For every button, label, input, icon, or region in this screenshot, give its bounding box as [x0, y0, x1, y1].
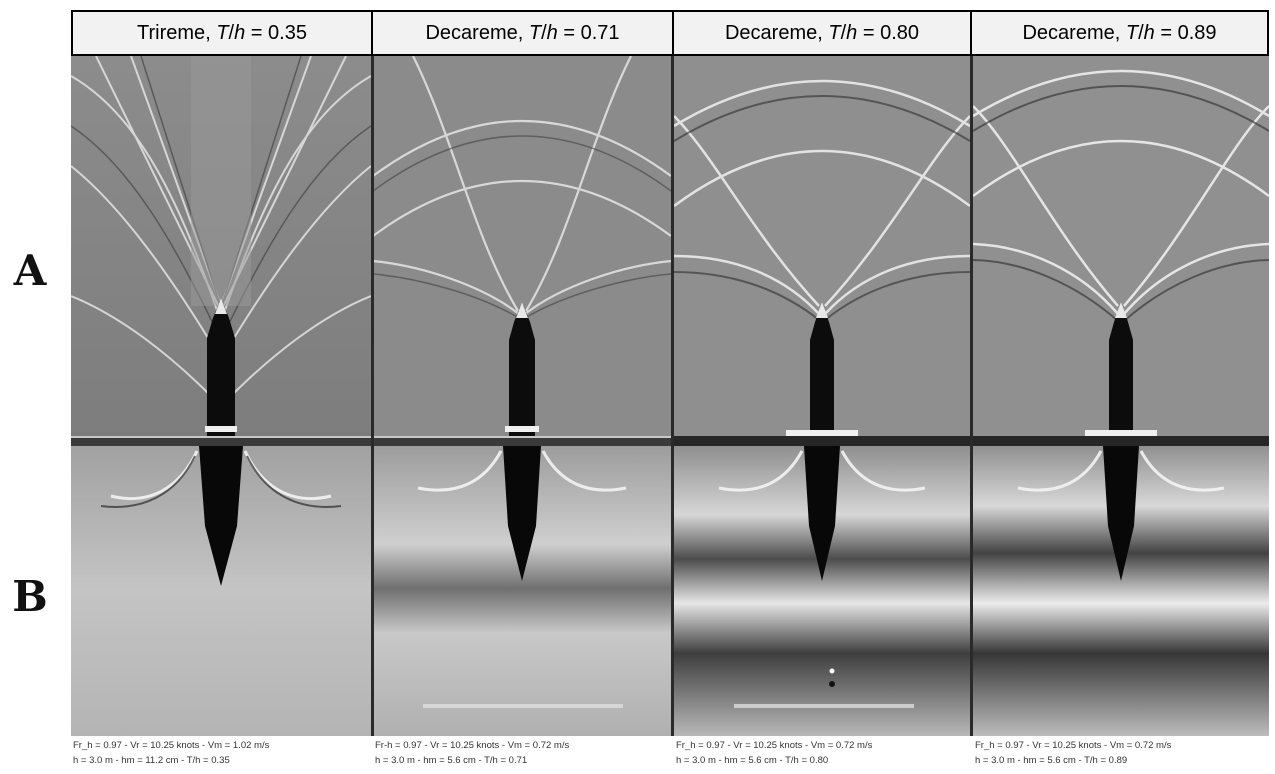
caption-line-1: Fr_h = 0.97 - Vr = 10.25 knots - Vm = 0.…	[975, 740, 1172, 751]
vessel-name: Trireme	[137, 21, 206, 44]
panel-header-2: Decareme, T / h = 0.71	[371, 10, 674, 56]
wake-panel-3	[674, 56, 970, 736]
ratio-value: = 0.89	[1160, 21, 1217, 44]
ratio-value: = 0.35	[250, 21, 307, 44]
wake-panel-2	[373, 56, 671, 736]
ratio-value: = 0.80	[862, 21, 920, 44]
ratio-t: T	[828, 21, 841, 44]
ratio-t: T	[1125, 21, 1139, 44]
panel-caption-4: Fr_h = 0.97 - Vr = 10.25 knots - Vm = 0.…	[973, 738, 1171, 768]
wake-image-2	[373, 56, 671, 736]
vessel-name: Decareme	[1022, 21, 1115, 44]
wake-figure: Trireme, T / h = 0.35 Decareme, T / h = 0.71…	[71, 10, 1269, 772]
row-label-b: B	[12, 572, 48, 621]
caption-line-1: Fr_h = 0.97 - Vr = 10.25 knots - Vm = 0.…	[676, 740, 873, 751]
panel-caption-3: Fr_h = 0.97 - Vr = 10.25 knots - Vm = 0.…	[674, 738, 872, 768]
vessel-name: Decareme	[425, 21, 518, 44]
wake-image-4	[973, 56, 1269, 736]
panel-caption-2: Fr-h = 0.97 - Vr = 10.25 knots - Vm = 0.…	[373, 738, 569, 768]
ratio-t: T	[528, 21, 542, 44]
wake-panel-4	[973, 56, 1269, 736]
caption-line-2: h = 3.0 m - hm = 5.6 cm - T/h = 0.80	[676, 755, 829, 766]
wake-image-1	[71, 56, 371, 736]
panel-header-3: Decareme, T / h = 0.80	[672, 10, 972, 56]
wake-image-3	[674, 56, 970, 736]
ratio-h: h	[1143, 21, 1155, 44]
caption-line-2: h = 3.0 m - hm = 5.6 cm - T/h = 0.89	[975, 755, 1128, 766]
panel-caption-1: Fr_h = 0.97 - Vr = 10.25 knots - Vm = 1.…	[71, 738, 269, 768]
panel-divider	[970, 56, 973, 736]
ratio-t: T	[216, 21, 229, 44]
panel-divider	[671, 56, 674, 736]
ratio-value: = 0.71	[563, 21, 620, 44]
panel-header-1: Trireme, T / h = 0.35	[71, 10, 373, 56]
caption-line-1: Fr_h = 0.97 - Vr = 10.25 knots - Vm = 1.…	[73, 740, 270, 751]
wake-panel-1	[71, 56, 371, 736]
panel-divider	[371, 56, 374, 736]
ratio-h: h	[846, 21, 858, 44]
panel-header-4: Decareme, T / h = 0.89	[970, 10, 1269, 56]
caption-line-2: h = 3.0 m - hm = 11.2 cm - T/h = 0.35	[73, 755, 230, 766]
caption-line-1: Fr-h = 0.97 - Vr = 10.25 knots - Vm = 0.…	[375, 740, 570, 751]
row-label-a: A	[13, 246, 47, 295]
vessel-name: Decareme	[724, 21, 818, 44]
ratio-h: h	[546, 21, 558, 44]
caption-line-2: h = 3.0 m - hm = 5.6 cm - T/h = 0.71	[375, 755, 528, 766]
ratio-h: h	[234, 21, 246, 44]
